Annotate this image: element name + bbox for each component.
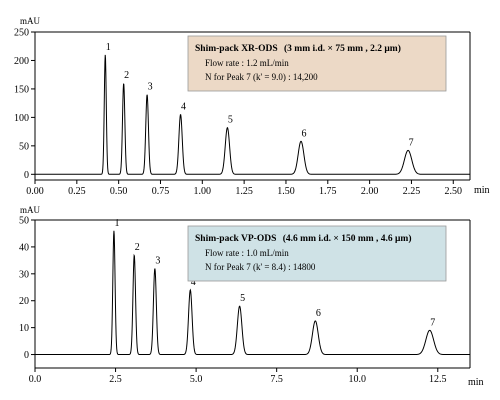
chromatogram-trace-bottom bbox=[35, 230, 470, 356]
peak-label-5: 5 bbox=[240, 293, 245, 304]
peak-labels-top: 1 2 3 4 5 6 7 bbox=[106, 42, 414, 149]
x-tick-label: 2.50 bbox=[445, 186, 463, 197]
x-tick-label: 0.00 bbox=[26, 186, 44, 197]
peak-label-7: 7 bbox=[430, 317, 435, 328]
x-unit-label-top: min bbox=[474, 185, 490, 196]
x-tick-label: 1.25 bbox=[235, 186, 253, 197]
x-ticks-top: 0.00 0.25 0.50 0.75 1.00 1.25 1.50 1.75 2.00 2.25… bbox=[26, 180, 462, 197]
annotation-box-bottom-bg bbox=[187, 225, 447, 282]
y-tick-label: 0 bbox=[24, 170, 29, 181]
x-unit-label-bottom: min bbox=[468, 377, 484, 388]
y-tick-label: 250 bbox=[14, 28, 29, 39]
plate-count-top: N for Peak 7 (k' = 9.0) : 14,200 bbox=[205, 72, 318, 82]
peak-label-4: 4 bbox=[191, 277, 196, 288]
x-tick-label: 2.25 bbox=[403, 186, 421, 197]
chromatogram-trace-top bbox=[35, 54, 470, 175]
x-tick-label: 2.5 bbox=[109, 374, 122, 385]
y-ticks-top: 0 50 100 150 200 250 bbox=[14, 28, 35, 181]
flow-rate-bottom: Flow rate : 1.0 mL/min bbox=[205, 248, 289, 258]
annotation-box-bottom: Shim-pack VP-ODS (4.6 mm i.d. × 150 mm ,… bbox=[187, 225, 447, 282]
y-tick-label: 20 bbox=[19, 296, 29, 307]
x-tick-label: 2.00 bbox=[361, 186, 379, 197]
x-tick-label: 1.50 bbox=[277, 186, 295, 197]
x-tick-label: 0.75 bbox=[152, 186, 170, 197]
y-tick-label: 100 bbox=[14, 113, 29, 124]
y-tick-label: 0 bbox=[24, 350, 29, 361]
y-tick-label: 150 bbox=[14, 84, 29, 95]
x-tick-label: 0.0 bbox=[29, 374, 42, 385]
peak-label-7: 7 bbox=[409, 137, 414, 148]
plot-area-bottom bbox=[34, 219, 471, 369]
peak-label-1: 1 bbox=[114, 218, 119, 229]
y-tick-label: 40 bbox=[19, 242, 29, 253]
x-tick-label: 7.5 bbox=[270, 374, 283, 385]
x-tick-label: 1.75 bbox=[319, 186, 337, 197]
y-tick-label: 30 bbox=[19, 269, 29, 280]
annotation-box-top-bg bbox=[187, 35, 447, 92]
x-tick-label: 12.5 bbox=[429, 374, 447, 385]
y-tick-label: 200 bbox=[14, 56, 29, 67]
x-tick-label: 1.00 bbox=[194, 186, 212, 197]
annotation-box-top: Shim-pack XR-ODS (3 mm i.d. × 75 mm , 2.… bbox=[187, 35, 447, 92]
peak-label-1: 1 bbox=[106, 42, 111, 53]
plot-area-top bbox=[34, 31, 471, 181]
chart-top: mAU min 0 50 100 150 200 250 0.00 0.25 0.50 0.75… bbox=[14, 16, 490, 197]
peak-label-5: 5 bbox=[228, 115, 233, 126]
x-tick-label: 0.50 bbox=[110, 186, 128, 197]
x-tick-label: 0.25 bbox=[68, 186, 86, 197]
x-ticks-bottom: 0.0 2.5 5.0 7.5 10.0 12.5 bbox=[29, 368, 447, 385]
y-ticks-bottom: 0 10 20 30 40 50 bbox=[19, 216, 35, 361]
flow-rate-top: Flow rate : 1.2 mL/min bbox=[205, 58, 289, 68]
y-unit-label-top: mAU bbox=[20, 16, 41, 26]
peak-label-2: 2 bbox=[135, 242, 140, 253]
peak-label-6: 6 bbox=[302, 128, 307, 139]
column-name-bottom: Shim-pack VP-ODS (4.6 mm i.d. × 150 mm ,… bbox=[195, 233, 412, 244]
x-tick-label: 5.0 bbox=[190, 374, 203, 385]
peak-label-2: 2 bbox=[124, 70, 129, 81]
y-tick-label: 50 bbox=[19, 216, 29, 227]
x-tick-label: 10.0 bbox=[348, 374, 366, 385]
column-name-top: Shim-pack XR-ODS (3 mm i.d. × 75 mm , 2.… bbox=[195, 43, 401, 54]
peak-label-4: 4 bbox=[181, 102, 186, 113]
peak-label-3: 3 bbox=[155, 255, 160, 266]
peak-label-6: 6 bbox=[316, 308, 321, 319]
peak-labels-bottom: 1 2 3 4 5 6 7 bbox=[114, 218, 435, 329]
y-unit-label-bottom: mAU bbox=[20, 205, 41, 215]
y-tick-label: 50 bbox=[19, 141, 29, 152]
peak-label-3: 3 bbox=[148, 82, 153, 93]
chart-bottom: mAU min 0 10 20 30 40 50 0.0 2.5 5.0 7.5 10.0 12.5… bbox=[19, 205, 484, 388]
y-tick-label: 10 bbox=[19, 323, 29, 334]
plate-count-bottom: N for Peak 7 (k' = 8.4) : 14800 bbox=[205, 262, 316, 272]
